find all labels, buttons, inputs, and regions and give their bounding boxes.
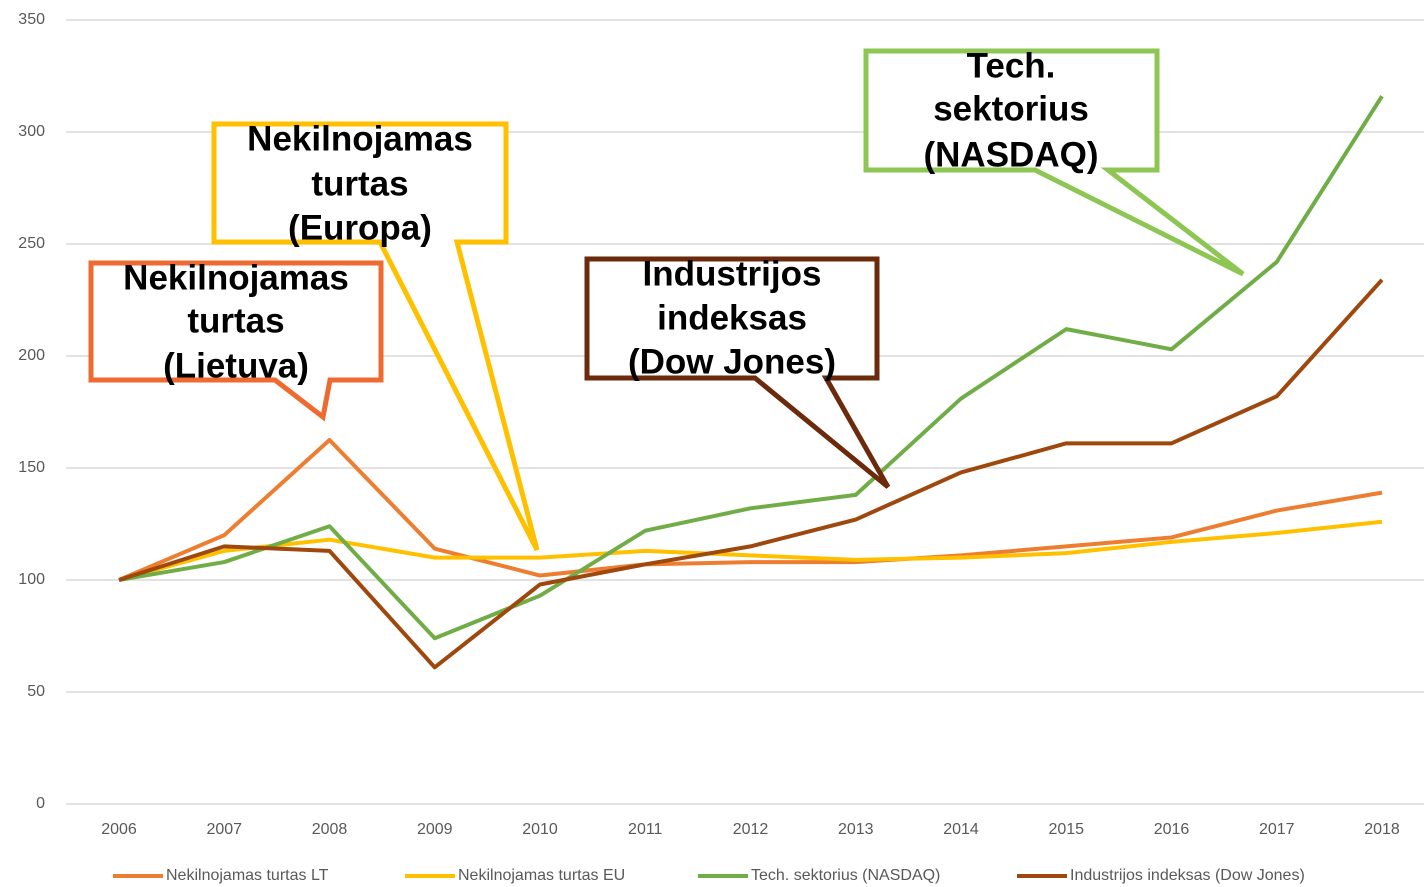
annotation: (Lietuva) [163, 346, 309, 385]
x-tick-label: 2011 [628, 821, 663, 838]
x-tick-label: 2007 [206, 821, 242, 838]
legend-label: Tech. sektorius (NASDAQ) [751, 867, 940, 884]
annotation: (NASDAQ) [924, 135, 1099, 174]
legend-label: Nekilnojamas turtas EU [458, 867, 625, 884]
annotation: Nekilnojamas [247, 119, 473, 158]
y-tick-label: 300 [18, 123, 45, 140]
x-tick-label: 2013 [838, 821, 874, 838]
x-tick-label: 2006 [101, 821, 137, 838]
legend-label: Nekilnojamas turtas LT [166, 867, 329, 884]
series-line [118, 278, 1384, 670]
legend-label: Industrijos indeksas (Dow Jones) [1070, 867, 1305, 884]
y-tick-label: 350 [18, 11, 45, 28]
y-tick-label: 0 [36, 795, 45, 812]
annotation: Nekilnojamas [123, 258, 349, 297]
series-line [118, 438, 1383, 582]
y-tick-label: 150 [18, 459, 45, 476]
series-line [118, 95, 1384, 641]
series-line [118, 519, 1383, 582]
annotation: Tech. [967, 46, 1056, 85]
x-tick-label: 2012 [733, 821, 769, 838]
x-tick-label: 2010 [522, 821, 558, 838]
x-tick-label: 2015 [1048, 821, 1084, 838]
callout-box [88, 260, 384, 422]
callout-box [211, 121, 540, 552]
annotation: turtas [311, 164, 408, 203]
y-tick-label: 50 [27, 683, 45, 700]
annotation: (Europa) [288, 208, 432, 247]
annotation: (Dow Jones) [628, 342, 836, 381]
x-tick-label: 2018 [1364, 821, 1400, 838]
x-tick-label: 2016 [1154, 821, 1190, 838]
x-tick-label: 2008 [312, 821, 348, 838]
callout-box [584, 256, 891, 489]
x-tick-label: 2014 [943, 821, 979, 838]
annotation: indeksas [657, 298, 807, 337]
annotation: sektorius [933, 89, 1089, 128]
y-tick-label: 100 [18, 571, 45, 588]
y-tick-label: 200 [18, 347, 45, 364]
annotation: Industrijos [643, 254, 822, 293]
callout-box [863, 48, 1245, 277]
annotation: turtas [187, 301, 284, 340]
x-tick-label: 2017 [1259, 821, 1295, 838]
y-tick-label: 250 [18, 235, 45, 252]
x-tick-label: 2009 [417, 821, 453, 838]
